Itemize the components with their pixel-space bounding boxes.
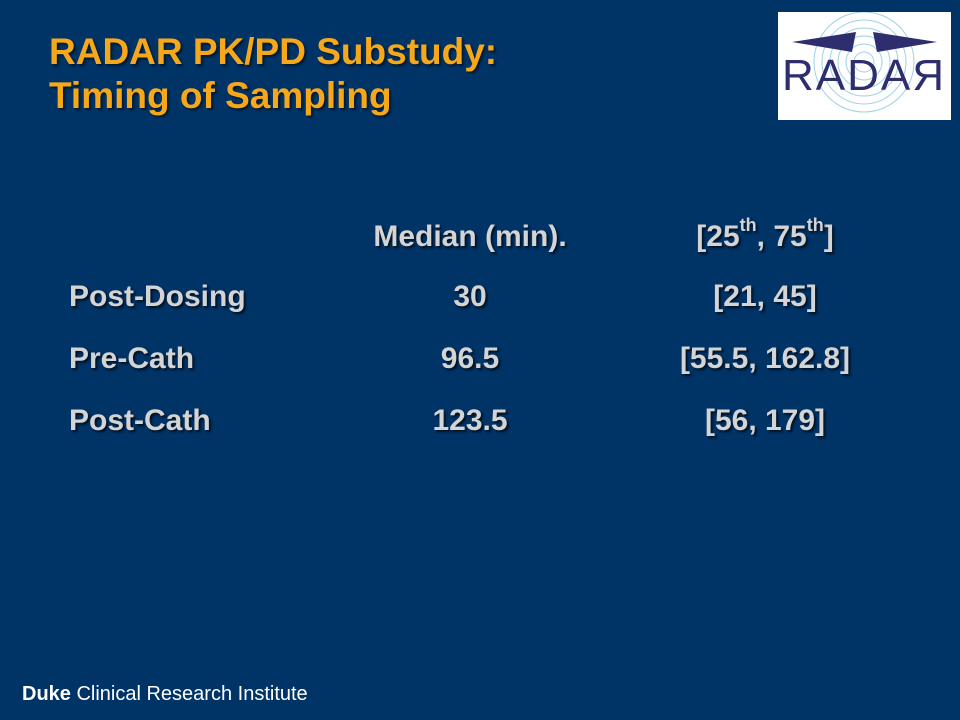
- row-median-post-dosing: 30: [453, 280, 487, 313]
- row-label-post-dosing: Post-Dosing: [69, 280, 246, 313]
- row-label-post-cath: Post-Cath: [69, 404, 211, 437]
- row-range-post-dosing: [21, 45]: [713, 280, 817, 313]
- row-median-post-cath: 123.5: [432, 404, 508, 437]
- column-header-percentiles: [25th, 75th]: [696, 215, 834, 253]
- radar-logo-graphic: RADAЯ: [782, 12, 946, 113]
- column-header-median: Median (min).: [373, 220, 567, 253]
- slide-title: RADAR PK/PD Substudy: Timing of Sampling: [49, 30, 497, 118]
- footer-institution: Duke Clinical Research Institute: [22, 682, 308, 706]
- radar-logo-text: RADAЯ: [782, 51, 946, 100]
- row-label-pre-cath: Pre-Cath: [69, 342, 195, 375]
- radar-logo: RADAЯ: [778, 12, 951, 120]
- row-range-pre-cath: [55.5, 162.8]: [679, 342, 851, 375]
- row-median-pre-cath: 96.5: [440, 342, 500, 375]
- slide-title-line-1: RADAR PK/PD Substudy:: [49, 31, 498, 72]
- slide-title-line-2: Timing of Sampling: [49, 75, 392, 116]
- footer-rest: Clinical Research Institute: [76, 683, 308, 705]
- footer-bold: Duke: [22, 683, 71, 705]
- row-range-post-cath: [56, 179]: [704, 404, 826, 437]
